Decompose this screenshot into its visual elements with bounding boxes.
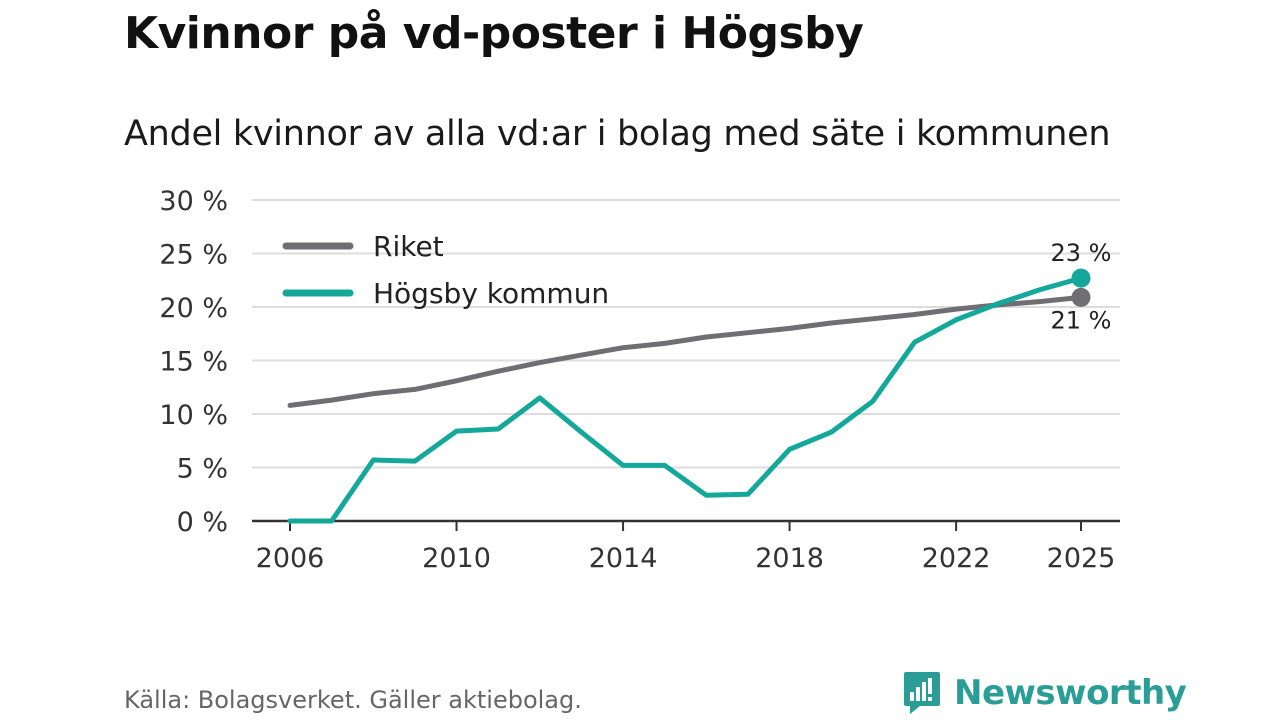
y-tick-label: 20 % bbox=[159, 293, 228, 324]
end-label-riket: 21 % bbox=[1051, 306, 1112, 334]
x-tick-label: 2025 bbox=[1047, 543, 1116, 574]
end-marker-riket bbox=[1071, 287, 1091, 307]
brand-logo: Newsworthy bbox=[902, 670, 1187, 716]
x-tick-label: 2018 bbox=[755, 543, 824, 574]
chart-title: Kvinnor på vd-poster i Högsby bbox=[124, 8, 864, 59]
brand-name: Newsworthy bbox=[954, 673, 1187, 713]
series-lines bbox=[287, 268, 1091, 524]
newsworthy-logo-icon bbox=[904, 672, 940, 714]
x-tick-label: 2014 bbox=[589, 543, 658, 574]
x-tick-label: 2022 bbox=[922, 543, 991, 574]
y-tick-label: 0 % bbox=[177, 507, 228, 538]
legend-label-hogsby: Högsby kommun bbox=[373, 277, 609, 310]
chart-subtitle: Andel kvinnor av alla vd:ar i bolag med … bbox=[124, 114, 1111, 154]
y-tick-label: 5 % bbox=[177, 454, 228, 485]
y-tick-label: 15 % bbox=[159, 347, 228, 378]
y-tick-label: 30 % bbox=[159, 186, 228, 217]
legend-label-riket: Riket bbox=[373, 230, 444, 263]
y-tick-label: 10 % bbox=[159, 400, 228, 431]
x-tick-label: 2010 bbox=[422, 543, 491, 574]
source-note: Källa: Bolagsverket. Gäller aktiebolag. bbox=[124, 686, 582, 714]
x-axis-ticks: 2006 2010 2014 2018 2022 2025 bbox=[256, 521, 1116, 574]
end-marker-hogsby bbox=[1071, 268, 1091, 288]
series-line-riket bbox=[287, 294, 1084, 408]
y-axis-ticks: 0 % 5 % 10 % 15 % 20 % 25 % 30 % bbox=[159, 186, 228, 538]
series-line-hogsby bbox=[287, 275, 1084, 524]
y-tick-label: 25 % bbox=[159, 240, 228, 271]
x-tick-label: 2006 bbox=[256, 543, 325, 574]
end-labels: 23 % 21 % bbox=[1051, 239, 1112, 334]
legend: Riket Högsby kommun bbox=[282, 230, 609, 310]
end-label-hogsby: 23 % bbox=[1051, 239, 1112, 267]
